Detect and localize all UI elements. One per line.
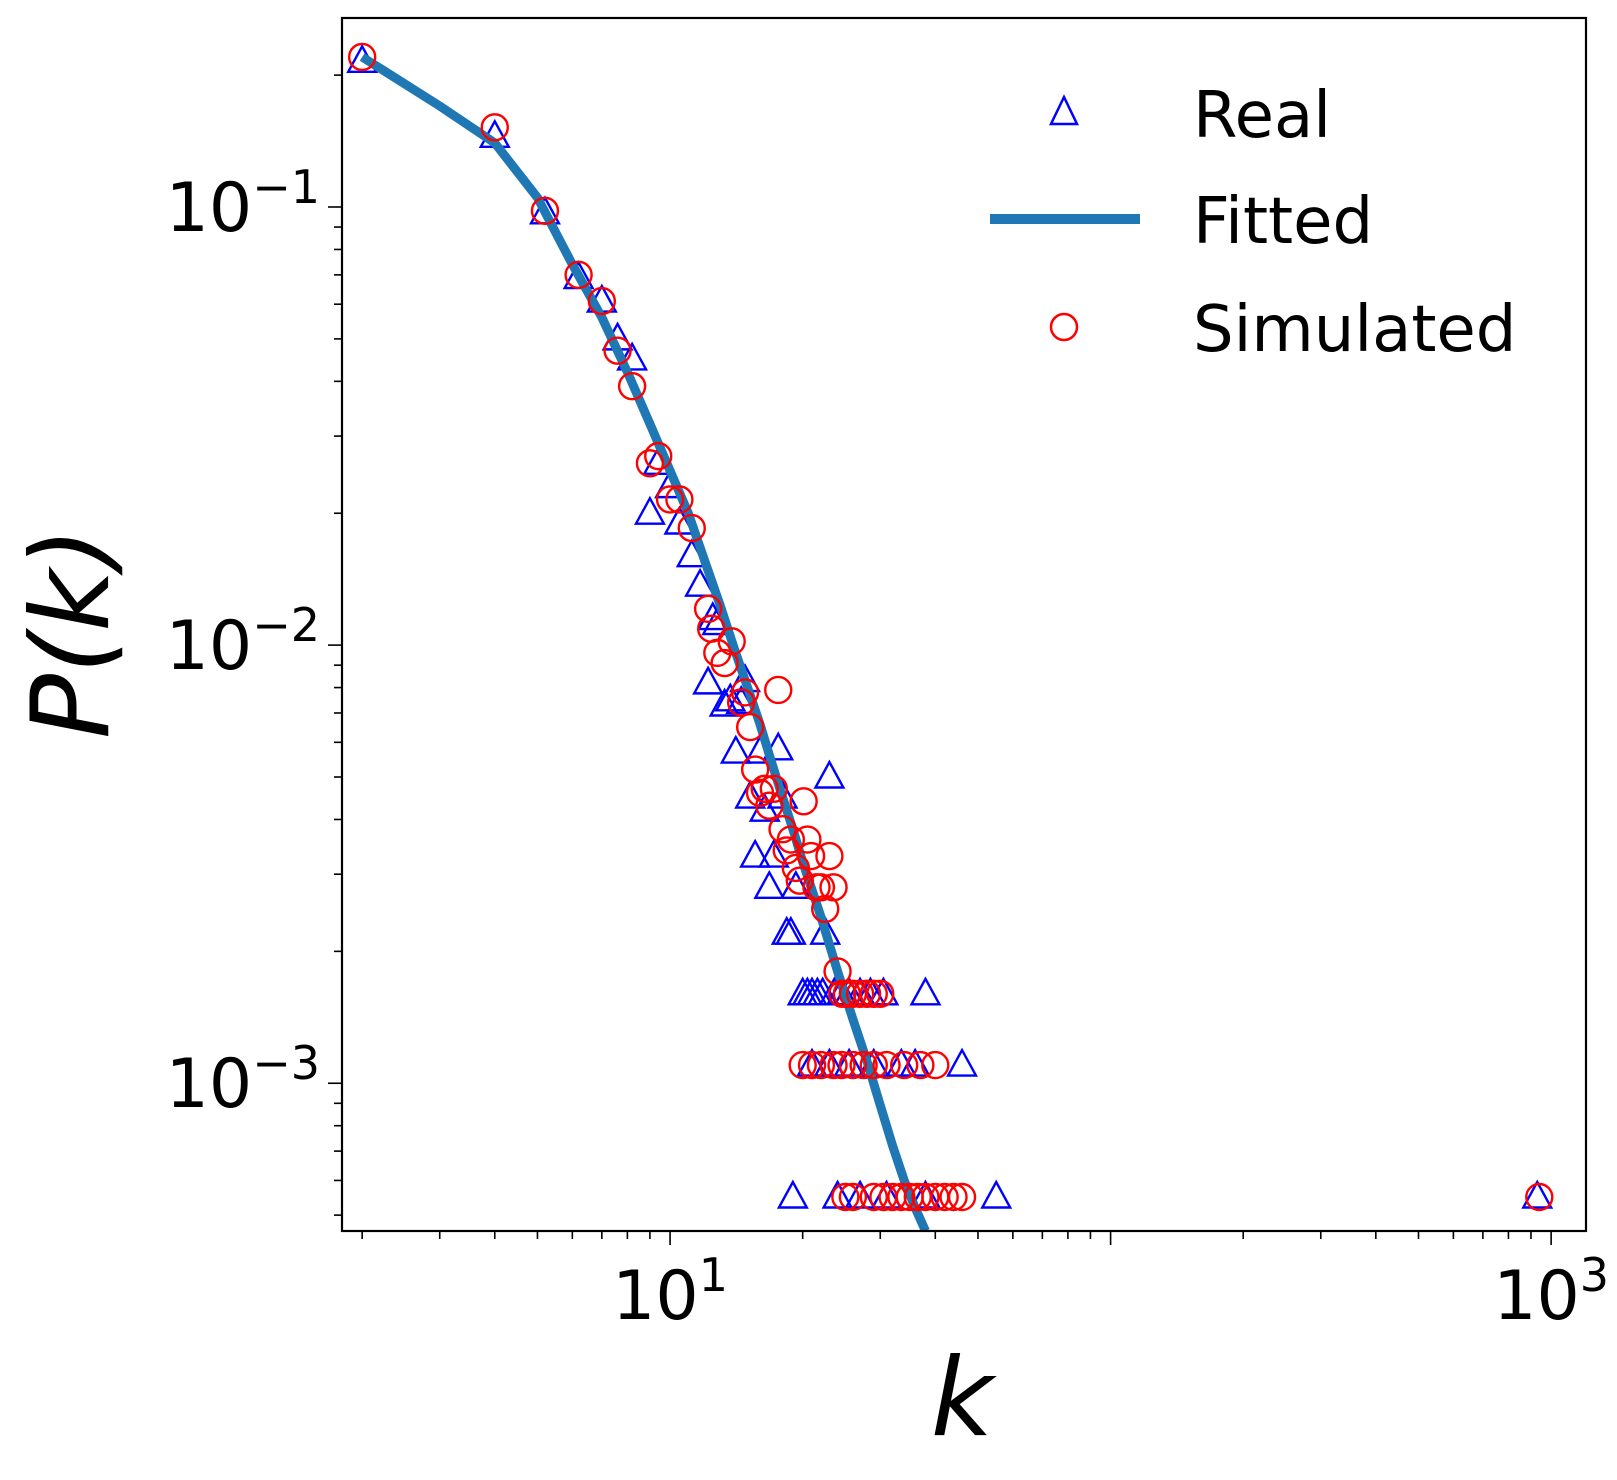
series-layer — [346, 42, 1554, 1231]
simulated-point — [347, 42, 377, 72]
real-point — [813, 759, 846, 789]
simulated-point — [793, 825, 822, 854]
simulated-point — [776, 825, 806, 854]
simulated-point — [717, 627, 746, 656]
simulated-point — [796, 841, 826, 871]
simulated-point — [859, 979, 888, 1009]
simulated-point — [872, 1050, 901, 1080]
simulated-point — [921, 1050, 950, 1080]
simulated-point — [655, 485, 685, 514]
simulated-point — [617, 371, 647, 401]
simulated-point — [789, 787, 818, 816]
real-point — [633, 495, 666, 525]
simulated-point — [906, 1050, 935, 1080]
simulated-point — [635, 449, 665, 478]
simulated-point — [785, 866, 814, 895]
simulated-point — [827, 1050, 856, 1080]
real-point — [946, 1047, 979, 1077]
simulated-point — [564, 260, 593, 290]
legend-simulated-marker — [1049, 312, 1079, 342]
real-point — [909, 976, 942, 1006]
simulated-point — [730, 678, 760, 707]
simulated-point — [768, 815, 797, 844]
simulated-point — [740, 755, 770, 784]
real-point — [753, 869, 786, 900]
simulated-point — [887, 1182, 916, 1212]
simulated-point — [831, 1182, 860, 1212]
real-point — [776, 1179, 809, 1209]
simulated-point — [806, 873, 836, 902]
real-point — [734, 779, 767, 809]
simulated-point — [710, 648, 739, 678]
real-point — [684, 567, 717, 597]
simulated-point — [755, 791, 784, 820]
simulated-point — [819, 873, 848, 902]
real-point — [774, 915, 807, 945]
legend: Real Fitted Simulated — [990, 79, 1516, 367]
simulated-point — [693, 594, 723, 624]
simulated-point — [750, 774, 779, 803]
y-tick-label: 10−1 — [166, 160, 320, 248]
real-point — [1521, 1179, 1554, 1209]
simulated-point — [819, 1050, 848, 1080]
simulated-point — [644, 441, 673, 471]
simulated-point — [665, 485, 694, 514]
real-point — [739, 838, 772, 868]
simulated-point — [911, 1182, 940, 1212]
simulated-point — [603, 336, 632, 365]
simulated-point — [530, 196, 560, 226]
real-point — [867, 976, 900, 1006]
ticks-layer: 101 103 10−1 10−2 10−3 — [166, 74, 1609, 1336]
simulated-point — [947, 1182, 977, 1212]
simulated-point — [1525, 1182, 1554, 1212]
y-tick-label: 10−3 — [166, 1036, 320, 1124]
simulated-point — [838, 979, 868, 1009]
simulated-point — [849, 1050, 878, 1080]
series-simulated — [347, 42, 1554, 1212]
simulated-point — [859, 1182, 888, 1212]
y-axis-label: P(k) — [9, 527, 134, 739]
simulated-point — [930, 1182, 959, 1212]
legend-fitted-label: Fitted — [1193, 185, 1373, 259]
simulated-point — [587, 286, 617, 316]
y-tick-label: 10−2 — [166, 598, 320, 686]
simulated-point — [838, 1182, 868, 1212]
plot-frame — [340, 16, 1588, 1233]
real-point — [719, 734, 752, 764]
legend-real-marker — [1049, 94, 1079, 126]
real-point — [692, 665, 725, 695]
simulated-point — [788, 1050, 817, 1080]
legend-real-label: Real — [1193, 79, 1331, 153]
simulated-point — [889, 1050, 919, 1080]
simulated-point — [859, 1050, 888, 1080]
simulated-point — [815, 841, 844, 871]
simulated-point — [866, 979, 895, 1009]
x-tick-label: 103 — [1493, 1248, 1609, 1336]
simulated-point — [759, 774, 789, 803]
simulated-point — [852, 979, 882, 1009]
real-point — [980, 1179, 1013, 1209]
real-point — [757, 838, 790, 868]
legend-simulated-label: Simulated — [1193, 293, 1516, 367]
simulated-point — [806, 1050, 836, 1080]
simulated-point — [797, 1050, 827, 1080]
simulated-point — [764, 675, 793, 705]
simulated-point — [480, 113, 509, 142]
simulated-point — [838, 1050, 868, 1080]
simulated-point — [735, 712, 765, 742]
x-axis-label: k — [931, 1336, 998, 1461]
x-tick-label: 101 — [612, 1248, 728, 1336]
simulated-point — [703, 638, 732, 668]
simulated-point — [845, 979, 875, 1009]
simulated-point — [939, 1182, 968, 1212]
simulated-point — [677, 513, 706, 543]
